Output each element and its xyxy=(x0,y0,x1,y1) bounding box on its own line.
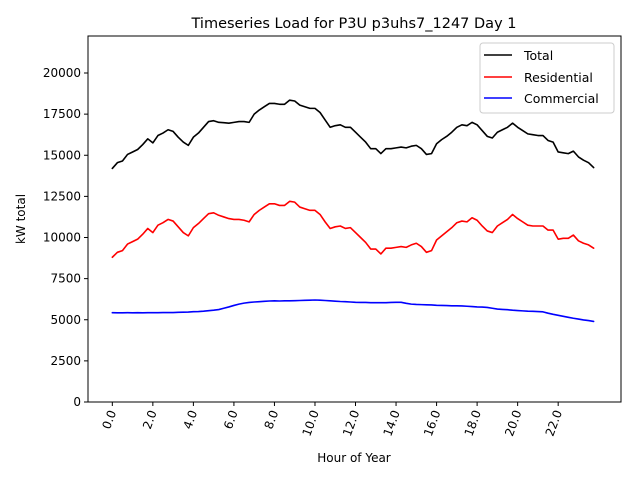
y-axis: 0 2500 5000 7500 10000 12500 15000 17500 20000 xyxy=(43,66,88,409)
x-tick-label: 16.0 xyxy=(421,408,443,438)
x-tick-label: 12.0 xyxy=(340,408,362,438)
legend-box xyxy=(479,42,615,114)
plot-frame xyxy=(87,35,622,403)
y-tick-label: 2500 xyxy=(50,354,81,368)
legend: Total Residential Commercial xyxy=(479,42,615,114)
y-tick-label: 5000 xyxy=(50,313,81,327)
y-tick-label: 17500 xyxy=(43,107,81,121)
x-tick-label: 14.0 xyxy=(381,408,403,438)
x-tick-label: 0.0 xyxy=(99,408,119,431)
x-tick-label: 18.0 xyxy=(462,408,484,438)
y-tick-label: 15000 xyxy=(43,148,81,162)
y-tick-label: 20000 xyxy=(43,66,81,80)
x-tick-label: 8.0 xyxy=(262,408,282,431)
legend-label-commercial: Commercial xyxy=(524,91,599,106)
y-tick-label: 10000 xyxy=(43,231,81,245)
chart-title: Timeseries Load for P3U p3uhs7_1247 Day … xyxy=(191,16,517,32)
x-tick-label: 20.0 xyxy=(502,408,524,438)
x-axis: 0.0 2.0 4.0 6.0 8.0 10.0 12.0 14.0 16.0 18.0 20.0 2… xyxy=(99,402,565,438)
legend-label-total: Total xyxy=(523,48,553,63)
series-line-commercial xyxy=(111,299,595,323)
legend-label-residential: Residential xyxy=(524,70,593,85)
x-tick-label: 2.0 xyxy=(140,408,160,431)
x-tick-label: 22.0 xyxy=(543,408,565,438)
series-line-residential xyxy=(111,200,595,259)
series-lines xyxy=(111,99,595,323)
y-tick-label: 0 xyxy=(73,395,81,409)
x-tick-label: 4.0 xyxy=(181,408,201,431)
y-axis-title: kW total xyxy=(14,194,28,244)
series-line-total xyxy=(111,99,595,170)
x-tick-label: 6.0 xyxy=(221,408,241,431)
x-axis-title: Hour of Year xyxy=(317,451,391,465)
x-tick-label: 10.0 xyxy=(300,408,322,438)
y-tick-label: 7500 xyxy=(50,272,81,286)
y-tick-label: 12500 xyxy=(43,189,81,203)
